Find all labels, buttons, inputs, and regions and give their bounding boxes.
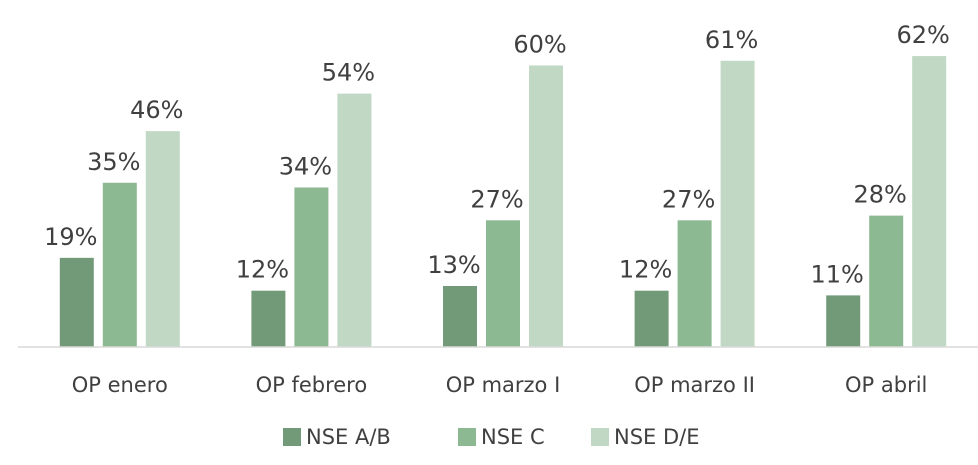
legend-swatch [458,428,476,446]
bar [102,182,137,347]
bar [145,131,180,347]
bar [634,290,669,347]
data-label: 27% [662,185,715,213]
data-label: 12% [619,256,672,284]
x-tick-label: OP abril [845,373,927,397]
bar [337,93,372,347]
data-label: 12% [236,256,289,284]
bar [294,187,329,347]
bar [486,220,520,347]
legend-swatch [283,428,301,446]
data-label: 61% [705,26,758,54]
legend-label: NSE D/E [614,425,700,449]
data-label: 13% [427,251,480,279]
bar [443,286,477,347]
bar [720,60,755,348]
data-label: 62% [897,21,950,49]
x-tick-label: OP marzo I [446,373,561,397]
data-label: 34% [279,152,332,180]
x-tick-label: OP febrero [256,373,368,397]
data-label: 46% [130,96,183,124]
bar [59,257,94,347]
legend-label: NSE A/B [306,425,391,449]
legend-swatch [591,428,609,446]
bar [869,215,904,347]
data-label: 11% [811,260,864,288]
bar [912,56,947,347]
data-label: 27% [470,185,523,213]
data-label: 54% [322,59,375,87]
legend-label: NSE C [481,425,545,449]
x-tick-label: OP marzo II [634,373,755,397]
data-label: 35% [87,148,140,176]
bar [251,290,286,347]
bar [826,295,861,347]
data-label: 19% [44,223,97,251]
bar [529,65,563,347]
data-label: 28% [854,181,907,209]
bar [677,220,712,347]
x-tick-label: OP enero [72,373,168,397]
data-label: 60% [513,30,566,58]
